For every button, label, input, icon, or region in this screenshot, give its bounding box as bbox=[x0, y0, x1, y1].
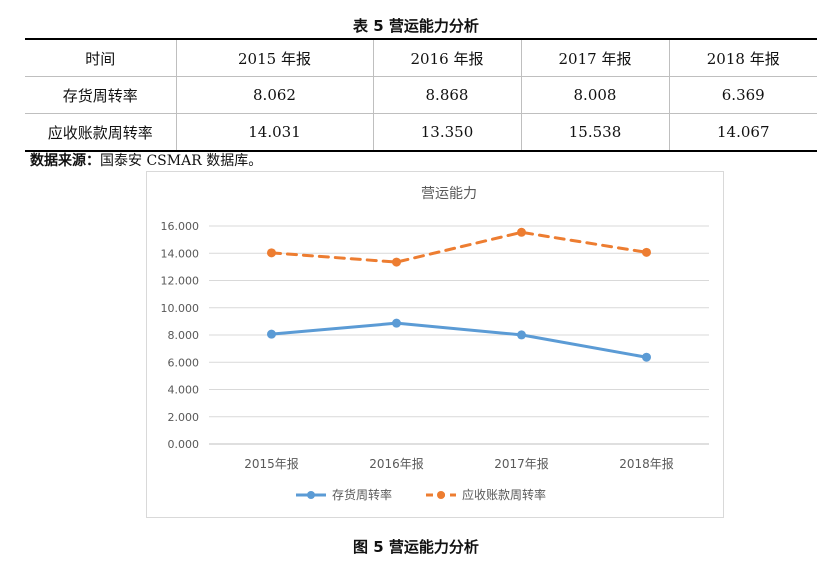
table-cell: 8.008 bbox=[520, 76, 670, 114]
table-caption: 表 5 营运能力分析 bbox=[353, 17, 479, 35]
chart-svg: 营运能力 0.000 2.000 4.000 6.000 8.000 10.000 12.00… bbox=[161, 186, 709, 502]
row-label: 存货周转率 bbox=[25, 76, 177, 114]
table-row: 应收账款周转率 14.031 13.350 15.538 14.067 bbox=[25, 113, 817, 151]
data-point bbox=[642, 352, 651, 362]
data-point bbox=[642, 247, 651, 257]
x-tick-label: 2015年报 bbox=[244, 456, 299, 471]
table-cell: 8.062 bbox=[175, 76, 374, 114]
y-tick-label: 0.000 bbox=[168, 438, 200, 451]
series-line-1 bbox=[270, 321, 648, 359]
legend-label: 应收账款周转率 bbox=[462, 487, 546, 502]
data-point bbox=[392, 257, 401, 267]
data-point bbox=[267, 248, 276, 258]
y-tick-label: 10.000 bbox=[161, 302, 200, 315]
data-point bbox=[517, 330, 526, 340]
header-cell: 2017 年报 bbox=[520, 39, 670, 77]
table-cell: 14.031 bbox=[175, 113, 374, 151]
x-tick-label: 2016年报 bbox=[369, 456, 424, 471]
header-cell: 2015 年报 bbox=[175, 39, 374, 77]
chart-title: 营运能力 bbox=[421, 186, 477, 202]
y-tick-label: 8.000 bbox=[168, 329, 200, 342]
series-line-2 bbox=[270, 230, 648, 264]
data-point bbox=[517, 227, 526, 237]
table-row: 存货周转率 8.062 8.868 8.008 6.369 bbox=[25, 76, 817, 114]
figure-caption: 图 5 营运能力分析 bbox=[353, 538, 479, 556]
legend-marker bbox=[437, 491, 445, 499]
legend-marker bbox=[307, 491, 315, 499]
table-header-row: 时间 2015 年报 2016 年报 2017 年报 2018 年报 bbox=[25, 39, 817, 77]
header-cell: 时间 bbox=[25, 39, 177, 77]
data-point bbox=[392, 318, 401, 328]
header-cell: 2016 年报 bbox=[372, 39, 522, 77]
y-tick-label: 6.000 bbox=[168, 356, 200, 369]
x-tick-label: 2017年报 bbox=[494, 456, 549, 471]
table-cell: 14.067 bbox=[668, 113, 817, 151]
table-cell: 8.868 bbox=[372, 76, 522, 114]
header-cell: 2018 年报 bbox=[668, 39, 817, 77]
table-cell: 15.538 bbox=[520, 113, 670, 151]
x-tick-label: 2018年报 bbox=[619, 456, 674, 471]
data-point bbox=[267, 329, 276, 339]
source-note: 数据来源：国泰安 CSMAR 数据库。 bbox=[30, 150, 262, 170]
line-chart: 营运能力 0.000 2.000 4.000 6.000 8.000 10.000 12.00… bbox=[146, 171, 724, 518]
row-label: 应收账款周转率 bbox=[25, 113, 177, 151]
table-cell: 13.350 bbox=[372, 113, 522, 151]
table-cell: 6.369 bbox=[668, 76, 817, 114]
y-tick-label: 12.000 bbox=[161, 275, 200, 288]
y-tick-label: 2.000 bbox=[168, 411, 200, 424]
operating-capacity-table: 时间 2015 年报 2016 年报 2017 年报 2018 年报 存货周转率… bbox=[25, 38, 817, 152]
source-note-text: 国泰安 CSMAR 数据库。 bbox=[100, 153, 263, 169]
legend-label: 存货周转率 bbox=[332, 487, 392, 502]
y-tick-label: 16.000 bbox=[161, 220, 200, 233]
source-note-label: 数据来源： bbox=[30, 153, 100, 169]
y-tick-label: 14.000 bbox=[161, 247, 200, 260]
y-tick-label: 4.000 bbox=[168, 384, 200, 397]
